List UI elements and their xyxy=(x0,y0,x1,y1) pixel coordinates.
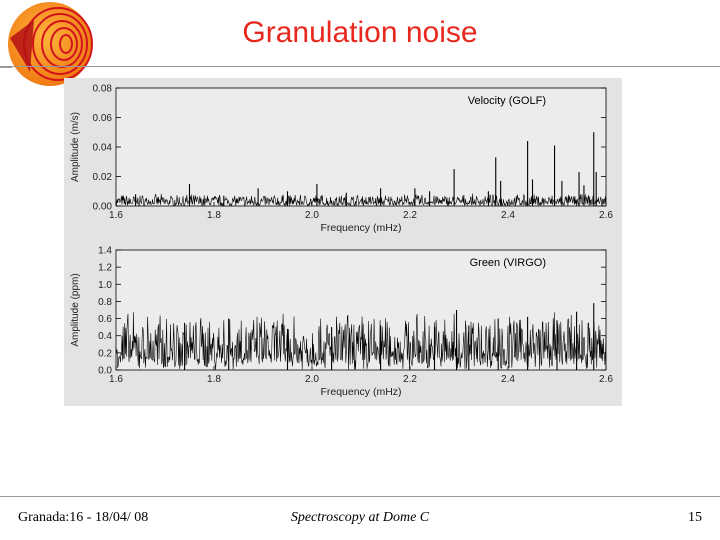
x-axis-label: Frequency (mHz) xyxy=(320,386,401,398)
x-tick-label: 2.6 xyxy=(599,210,613,221)
x-tick-label: 1.8 xyxy=(207,210,221,221)
x-tick-label: 2.2 xyxy=(403,210,417,221)
x-tick-label: 2.0 xyxy=(305,210,319,221)
x-tick-label: 2.0 xyxy=(305,374,319,385)
y-tick-label: 1.4 xyxy=(98,246,112,257)
spectra-figure: 1.6 1.8 2.0 2.2 2.4 2.6 0.00 0.02 0.04 0.06 0.08 Fr… xyxy=(64,78,622,406)
y-tick-label: 0.04 xyxy=(93,143,113,154)
plot-frame xyxy=(115,87,607,207)
chart-virgo: 1.6 1.8 2.0 2.2 2.4 2.6 0.0 0.2 0.4 0.6 0.8 1.0 1.2 1… xyxy=(70,246,613,399)
x-tick-label: 1.8 xyxy=(207,374,221,385)
header-rule xyxy=(0,66,720,67)
legend-label: Green (VIRGO) xyxy=(470,257,546,269)
y-tick-label: 0.2 xyxy=(98,348,112,359)
x-tick-label: 2.4 xyxy=(501,374,515,385)
slide-title: Granulation noise xyxy=(242,16,478,49)
x-tick-label: 2.6 xyxy=(599,374,613,385)
spectra-plots: 1.6 1.8 2.0 2.2 2.4 2.6 0.00 0.02 0.04 0.06 0.08 Fr… xyxy=(70,84,613,399)
y-tick-label: 0.4 xyxy=(98,331,112,342)
x-tick-label: 1.6 xyxy=(109,374,123,385)
footer-talk-title: Spectroscopy at Dome C xyxy=(290,510,430,525)
sun-logo xyxy=(0,2,93,86)
y-tick-label: 0.06 xyxy=(93,113,113,124)
y-axis-label: Amplitude (m/s) xyxy=(70,112,81,182)
noise-trace xyxy=(115,193,607,208)
y-tick-label: 0.8 xyxy=(98,297,112,308)
footer-event: Granada:16 - 18/04/ 08 xyxy=(18,510,149,525)
plot-frame xyxy=(115,249,607,371)
y-tick-label: 0.08 xyxy=(93,84,113,95)
chart-golf: 1.6 1.8 2.0 2.2 2.4 2.6 0.00 0.02 0.04 0.06 0.08 Fr… xyxy=(70,84,613,235)
y-axis-label: Amplitude (ppm) xyxy=(70,273,81,346)
y-tick-label: 0.0 xyxy=(98,366,112,377)
legend-label: Velocity (GOLF) xyxy=(468,95,546,107)
x-tick-label: 2.2 xyxy=(403,374,417,385)
x-tick-label: 1.6 xyxy=(109,210,123,221)
footer-rule xyxy=(0,496,720,497)
y-tick-label: 1.0 xyxy=(98,280,112,291)
page-number: 15 xyxy=(688,510,702,525)
y-tick-label: 0.02 xyxy=(93,172,113,183)
y-tick-label: 1.2 xyxy=(98,263,112,274)
x-axis-label: Frequency (mHz) xyxy=(320,222,401,234)
noise-trace xyxy=(115,312,607,370)
y-tick-label: 0.6 xyxy=(98,314,112,325)
x-tick-label: 2.4 xyxy=(501,210,515,221)
y-tick-label: 0.00 xyxy=(93,202,113,213)
